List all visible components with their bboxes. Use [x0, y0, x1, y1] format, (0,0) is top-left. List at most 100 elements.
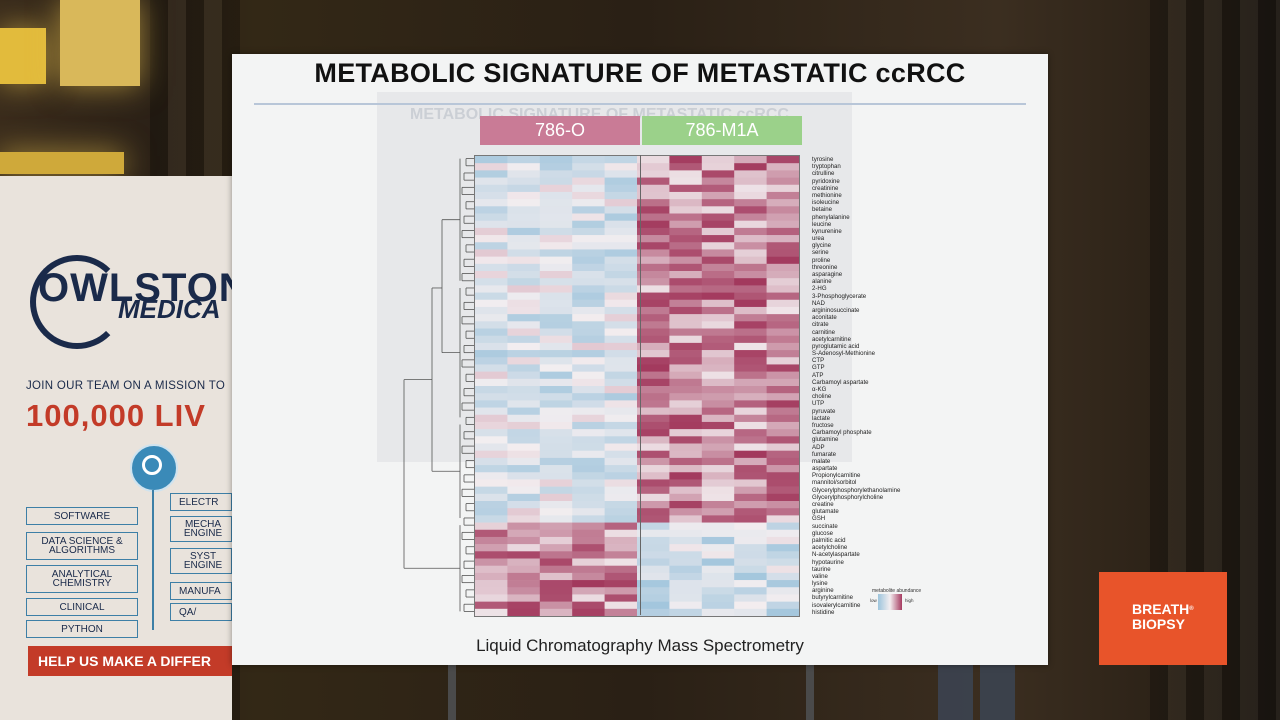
heatmap-cell — [475, 493, 508, 502]
heatmap-cell — [539, 508, 573, 516]
heatmap-cell — [701, 386, 735, 394]
heatmap-cell — [734, 342, 767, 351]
heatmap-cell — [572, 486, 605, 495]
metabolite-label: tyrosine — [812, 156, 834, 163]
heatmap-cell — [539, 256, 573, 265]
heatmap-cell — [637, 407, 670, 416]
heatmap-cell — [539, 213, 573, 221]
heatmap-cell — [669, 342, 703, 351]
heatmap-cell — [734, 429, 767, 437]
heatmap-cell — [507, 364, 541, 372]
heatmap-cell — [507, 450, 541, 459]
heatmap-cell — [637, 443, 670, 451]
heatmap-cell — [507, 191, 541, 200]
heatmap-cell — [701, 587, 735, 595]
heatmap-cell — [539, 465, 573, 473]
registered-mark: ® — [1189, 606, 1194, 612]
wall-light-lower — [0, 152, 124, 174]
heatmap-cell — [766, 184, 799, 193]
heatmap-cell — [637, 493, 670, 502]
metabolite-label: ATP — [812, 371, 824, 379]
heatmap-cell — [766, 328, 799, 336]
heatmap-cell — [701, 335, 735, 344]
heatmap-cell — [475, 306, 508, 315]
heatmap-cell — [604, 227, 638, 236]
heatmap-cell — [734, 450, 767, 459]
metabolite-label: isovalerylcarnitine — [812, 601, 861, 609]
heatmap-cell — [669, 256, 703, 265]
metabolite-label: creatinine — [812, 184, 839, 192]
metabolite-label: valine — [812, 572, 828, 580]
heatmap-cell — [734, 220, 767, 229]
heatmap-cell — [507, 177, 541, 186]
heatmap-cell — [475, 271, 508, 279]
heatmap-cell — [507, 357, 541, 365]
heatmap-cell — [475, 601, 508, 610]
heatmap-cell — [475, 256, 508, 265]
heatmap-cell — [637, 163, 670, 171]
heatmap-cell — [475, 400, 508, 408]
heatmap-cell — [475, 565, 508, 574]
heatmap-cell — [507, 163, 541, 171]
heatmap-cell — [701, 515, 735, 523]
heatmap-cell — [669, 529, 703, 538]
metabolite-label: N-acetylaspartate — [812, 551, 860, 559]
heatmap-cell — [734, 587, 767, 595]
heatmap-cell — [766, 199, 799, 207]
heatmap-cell — [507, 263, 541, 272]
heatmap-cell — [539, 263, 573, 272]
metabolite-label: asparagine — [812, 271, 843, 278]
heatmap-cell — [475, 357, 508, 365]
heatmap-cell — [507, 342, 541, 351]
heatmap-cell — [669, 170, 703, 178]
slide-title: METABOLIC SIGNATURE OF METASTATIC ccRCC — [314, 58, 966, 88]
heatmap-cell — [475, 522, 508, 531]
skill-item: MANUFA — [170, 582, 232, 600]
heatmap-cell — [475, 177, 508, 186]
heatmap-cell — [475, 501, 508, 509]
heatmap-cell — [637, 335, 670, 344]
heatmap-cell — [637, 544, 670, 552]
heatmap-cell — [734, 529, 767, 538]
heatmap-cell — [475, 572, 508, 581]
heatmap-cell — [507, 608, 541, 616]
heatmap-cell — [572, 414, 605, 423]
heatmap-cell — [507, 242, 541, 250]
heatmap-cell — [734, 227, 767, 236]
metabolite-label: acetylcarnitine — [812, 335, 851, 343]
heatmap-cell — [572, 465, 605, 473]
heatmap-cell — [701, 235, 735, 243]
heatmap-cell — [539, 292, 573, 301]
heatmap-cell — [572, 278, 605, 286]
heatmap-cell — [572, 608, 605, 616]
heatmap-cell — [507, 184, 541, 193]
heatmap-cell — [475, 364, 508, 372]
metabolite-label: lysine — [812, 580, 828, 588]
heatmap-cell — [637, 292, 670, 301]
heatmap-cell — [734, 400, 767, 408]
heatmap-cell — [669, 486, 703, 495]
heatmap-cell — [734, 206, 767, 214]
heatmap-cell — [475, 515, 508, 523]
heatmap-cell — [734, 335, 767, 344]
heatmap-cell — [507, 235, 541, 243]
heatmap-cell — [507, 156, 541, 164]
heatmap-cell — [669, 429, 703, 437]
heatmap-cell — [604, 256, 638, 265]
heatmap-cell — [572, 256, 605, 265]
heatmap-cell — [766, 350, 799, 358]
heatmap-cell — [766, 594, 799, 602]
heatmap-cell — [637, 156, 670, 164]
heatmap-cell — [734, 371, 767, 380]
heatmap-cell — [507, 493, 541, 502]
heatmap-cell — [701, 580, 735, 588]
heatmap-cell — [734, 443, 767, 451]
heatmap-cell — [475, 213, 508, 221]
heatmap-cell — [507, 472, 541, 480]
heatmap-cell — [701, 493, 735, 502]
heatmap-cell — [572, 565, 605, 574]
heatmap-cell — [669, 558, 703, 566]
heatmap-cell — [637, 271, 670, 279]
heatmap-cell — [637, 551, 670, 559]
heatmap-cell — [637, 299, 670, 308]
